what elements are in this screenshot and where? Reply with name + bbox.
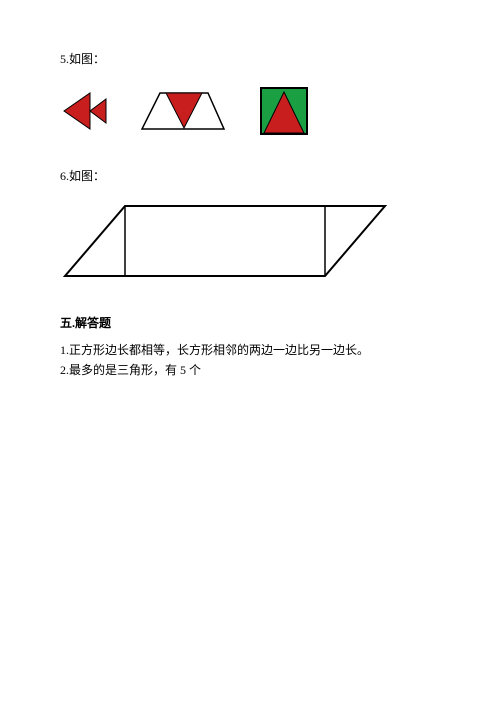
figure-trapezoid-triangle xyxy=(138,90,228,132)
question-6-figure xyxy=(60,202,440,284)
question-6-label: 6.如图： xyxy=(60,167,440,184)
answer-2: 2.最多的是三角形，有 5 个 xyxy=(60,361,440,378)
answer-1: 1.正方形边长都相等，长方形相邻的两边一边比另一边长。 xyxy=(60,341,440,358)
figure-double-triangle xyxy=(60,91,108,131)
question-5-figures xyxy=(60,85,440,137)
section-heading: 五.解答题 xyxy=(60,314,440,331)
question-5-label: 5.如图： xyxy=(60,50,440,67)
figure-square-triangle xyxy=(258,85,310,137)
